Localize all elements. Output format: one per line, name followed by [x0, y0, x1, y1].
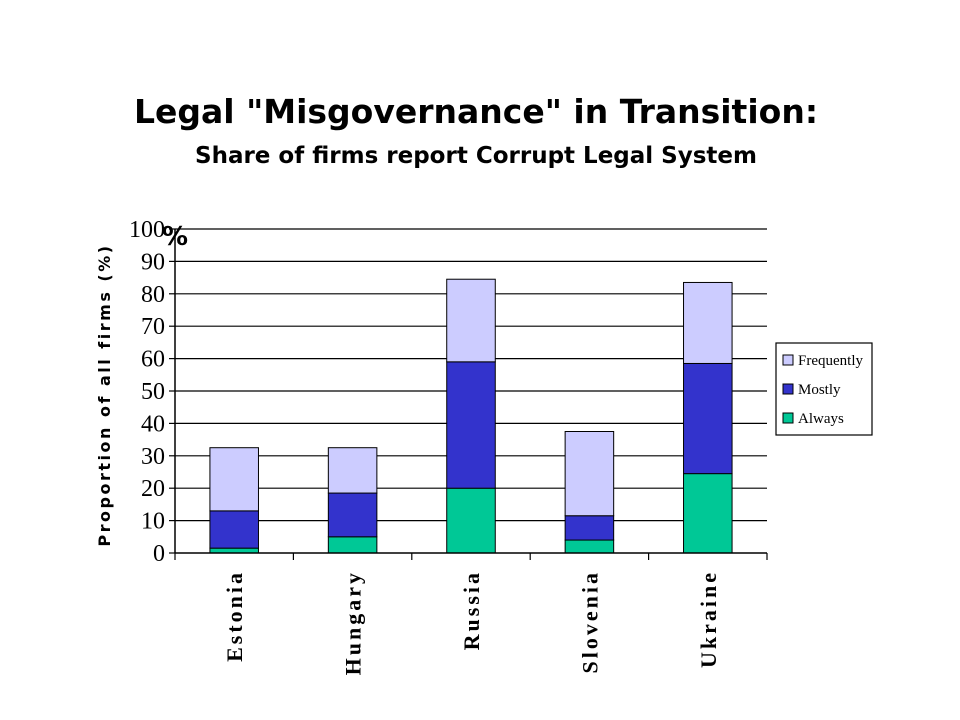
legend-label-frequently: Frequently: [798, 353, 863, 369]
bar-segment-frequently-estonia: [209, 447, 259, 512]
legend: Frequently Mostly Always: [775, 342, 873, 436]
bar-segment-frequently-russia: [446, 278, 496, 363]
y-tick-label: 40: [141, 411, 165, 437]
y-tick-label: 90: [141, 249, 165, 275]
x-tick-label: Estonia: [222, 570, 247, 662]
legend-swatch-frequently: [782, 354, 794, 366]
y-tick-label: 80: [141, 282, 165, 308]
y-unit-mark: %: [162, 222, 188, 252]
axes: 0 10 20 30 40 50 60 70 80 90 100 Estonia Hungary Russ…: [129, 217, 768, 675]
y-tick-label: 30: [141, 444, 165, 470]
legend-swatch-mostly: [782, 383, 794, 395]
bar-segment-always-slovenia: [564, 539, 615, 554]
x-tick-label: Slovenia: [577, 570, 602, 673]
chart-subtitle: Share of firms report Corrupt Legal Syst…: [195, 143, 757, 169]
y-axis-label: Proportion of all firms (%): [95, 243, 114, 546]
y-tick-label: 60: [141, 347, 165, 373]
x-tick-label: Hungary: [341, 570, 366, 675]
x-tick-label: Russia: [459, 570, 484, 650]
bar-segment-always-ukraine: [683, 473, 733, 554]
bar-segment-frequently-hungary: [327, 447, 378, 494]
y-tick-label: 20: [141, 476, 165, 502]
bar-segment-mostly-russia: [446, 361, 496, 489]
bars: [209, 278, 733, 554]
bar-segment-frequently-slovenia: [564, 431, 615, 517]
bar-segment-always-hungary: [327, 536, 378, 554]
y-tick-label: 0: [153, 541, 165, 567]
y-tick-label: 70: [141, 314, 165, 340]
y-tick-label: 100: [129, 217, 165, 243]
x-tick-label: Ukraine: [696, 570, 721, 668]
bar-segment-mostly-slovenia: [564, 515, 615, 541]
legend-label-mostly: Mostly: [798, 382, 841, 398]
bar-segment-mostly-ukraine: [683, 362, 733, 475]
bar-segment-mostly-hungary: [327, 492, 378, 538]
legend-label-always: Always: [798, 411, 844, 427]
bar-segment-mostly-estonia: [209, 510, 259, 549]
legend-swatch-always: [782, 412, 794, 424]
y-tick-label: 10: [141, 509, 165, 535]
y-tick-label: 50: [141, 379, 165, 405]
bar-segment-frequently-ukraine: [683, 281, 733, 364]
chart-title: Legal "Misgovernance" in Transition:: [134, 92, 818, 131]
bar-segment-always-russia: [446, 487, 496, 554]
